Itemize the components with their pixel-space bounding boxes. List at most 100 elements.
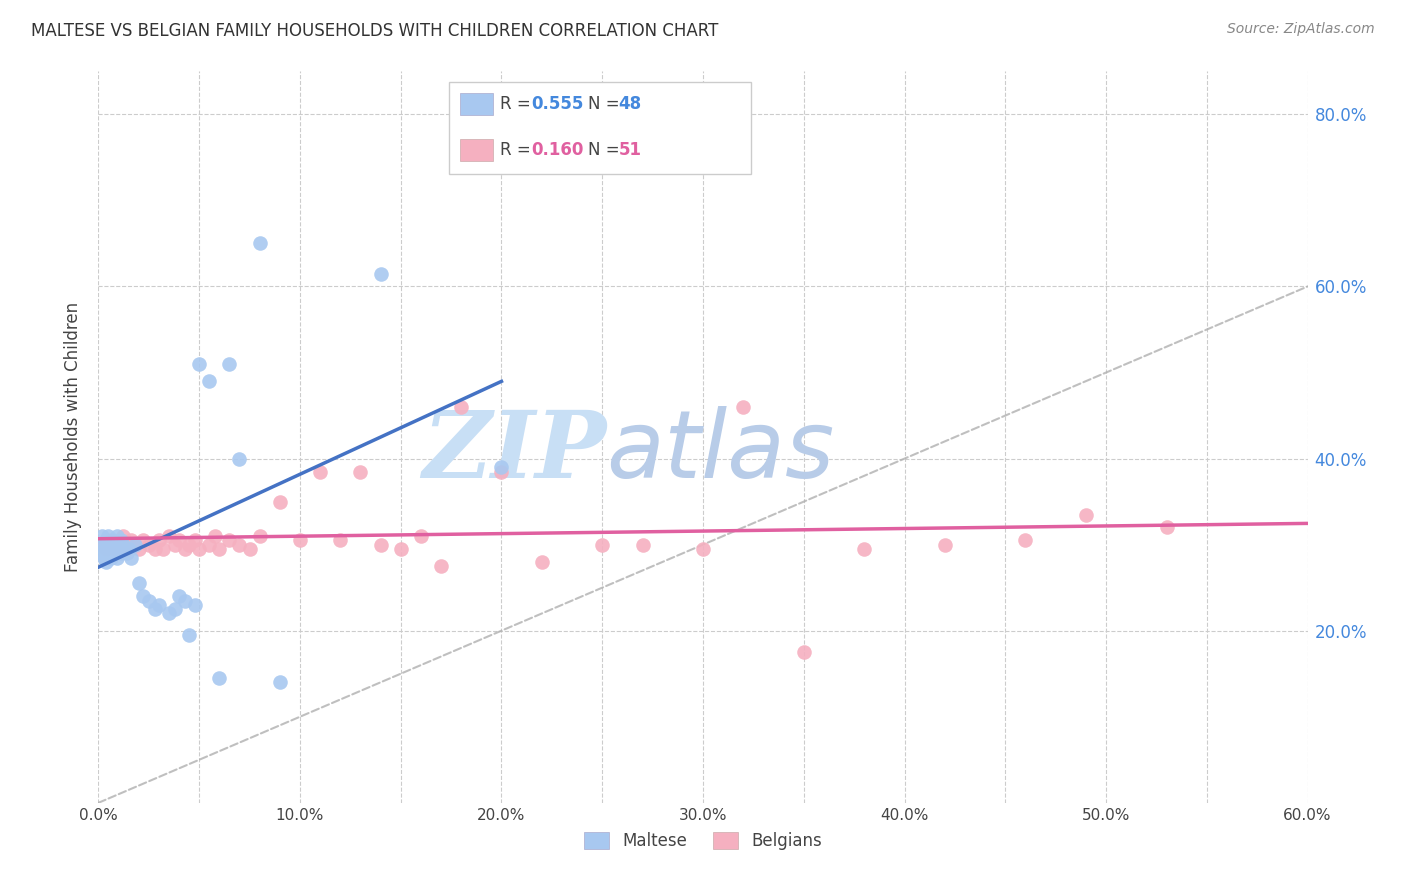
Point: [107, 538, 129, 552]
Point: [93, 550, 115, 565]
Point: [208, 671, 231, 685]
Point: [249, 529, 271, 543]
Point: [97, 529, 120, 543]
Point: [208, 541, 231, 556]
Point: [167, 589, 190, 603]
Point: [152, 541, 174, 556]
Point: [204, 529, 226, 543]
Point: [91, 529, 114, 543]
Point: [184, 598, 207, 612]
Point: [389, 541, 412, 556]
Point: [163, 602, 186, 616]
Point: [110, 546, 132, 560]
Text: 0.160: 0.160: [531, 141, 583, 160]
Point: [103, 546, 125, 560]
Point: [115, 546, 138, 560]
Point: [93, 541, 115, 556]
Point: [288, 533, 311, 548]
Point: [249, 236, 271, 251]
Point: [179, 628, 201, 642]
Point: [591, 538, 613, 552]
Point: [184, 533, 207, 548]
Point: [103, 541, 125, 556]
Point: [105, 550, 128, 565]
Point: [132, 533, 155, 548]
Point: [107, 538, 129, 552]
FancyBboxPatch shape: [460, 139, 492, 161]
Point: [157, 529, 180, 543]
Point: [491, 460, 513, 475]
Point: [1014, 533, 1036, 548]
Point: [1156, 520, 1178, 534]
Point: [96, 533, 118, 548]
Point: [96, 555, 118, 569]
Point: [96, 541, 118, 556]
Point: [91, 538, 114, 552]
Point: [198, 374, 221, 388]
Point: [128, 541, 150, 556]
Text: MALTESE VS BELGIAN FAMILY HOUSEHOLDS WITH CHILDREN CORRELATION CHART: MALTESE VS BELGIAN FAMILY HOUSEHOLDS WIT…: [31, 22, 718, 40]
Point: [349, 465, 371, 479]
Point: [530, 555, 553, 569]
Text: Source: ZipAtlas.com: Source: ZipAtlas.com: [1227, 22, 1375, 37]
Text: 48: 48: [619, 95, 641, 112]
Point: [491, 465, 513, 479]
Point: [239, 541, 262, 556]
Point: [100, 550, 122, 565]
Text: 51: 51: [619, 141, 641, 160]
Text: R =: R =: [501, 95, 536, 112]
Point: [111, 538, 134, 552]
Point: [692, 541, 714, 556]
Point: [167, 533, 190, 548]
Point: [124, 538, 146, 552]
Point: [110, 533, 132, 548]
Point: [103, 538, 125, 552]
Text: R =: R =: [501, 141, 536, 160]
Point: [163, 538, 186, 552]
Point: [120, 550, 142, 565]
Point: [409, 529, 432, 543]
Point: [101, 533, 124, 548]
Point: [218, 533, 240, 548]
Text: atlas: atlas: [606, 406, 835, 497]
Point: [111, 529, 134, 543]
Point: [120, 533, 142, 548]
Point: [853, 541, 876, 556]
Point: [132, 589, 155, 603]
Point: [138, 538, 160, 552]
Text: ZIP: ZIP: [422, 407, 606, 497]
Point: [218, 357, 240, 371]
Point: [450, 400, 472, 414]
Point: [148, 533, 170, 548]
Point: [118, 541, 141, 556]
Point: [107, 541, 129, 556]
Point: [174, 593, 197, 607]
Point: [188, 541, 211, 556]
Point: [269, 675, 291, 690]
Point: [114, 541, 136, 556]
Point: [793, 645, 815, 659]
Point: [111, 541, 134, 556]
Y-axis label: Family Households with Children: Family Households with Children: [65, 302, 83, 572]
Point: [174, 541, 197, 556]
Point: [370, 267, 392, 281]
Point: [128, 576, 150, 591]
Point: [91, 538, 114, 552]
Point: [143, 541, 166, 556]
Point: [198, 538, 221, 552]
Point: [100, 533, 122, 548]
Point: [228, 538, 250, 552]
Point: [157, 607, 180, 621]
Point: [329, 533, 352, 548]
Point: [179, 538, 201, 552]
Point: [101, 541, 124, 556]
Point: [934, 538, 956, 552]
Point: [143, 602, 166, 616]
Point: [89, 546, 111, 560]
Point: [148, 598, 170, 612]
Point: [631, 538, 654, 552]
Legend: Maltese, Belgians: Maltese, Belgians: [578, 825, 828, 856]
Text: N =: N =: [588, 95, 626, 112]
Point: [733, 400, 755, 414]
Point: [97, 541, 120, 556]
